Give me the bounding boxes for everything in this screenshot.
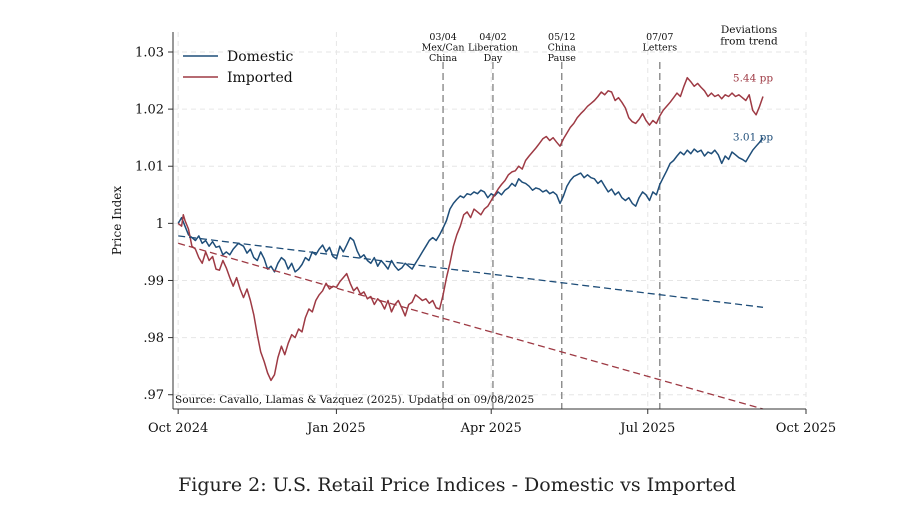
y-tick-label: 1.01: [135, 160, 164, 175]
event-label: Letters: [642, 43, 677, 54]
y-tick-label: 1.02: [135, 103, 164, 118]
trend-line-imported-trend: [178, 242, 764, 410]
x-tick-label: Oct 2025: [776, 421, 836, 436]
deviations-header: from trend: [720, 36, 778, 48]
event-label: Pause: [548, 53, 577, 64]
y-tick-label: .99: [143, 274, 164, 289]
figure-caption: Figure 2: U.S. Retail Price Indices - Do…: [178, 474, 736, 496]
trend-line-domestic-trend: [178, 235, 764, 308]
legend-label: Domestic: [227, 49, 294, 65]
axes: .97 .98 .99 1 1.01 1.02 1.03 Oct 2024 Jan 2025 Ap…: [110, 32, 836, 436]
x-tick-label: Oct 2024: [148, 421, 208, 436]
event-label: 07/07: [646, 32, 673, 43]
event-label: Day: [484, 53, 503, 64]
deviation-label: 3.01 pp: [733, 132, 773, 144]
event-label: China: [548, 43, 577, 54]
data-series: [177, 76, 764, 410]
gridlines: [173, 32, 807, 409]
y-tick-label: 1: [156, 217, 164, 232]
event-label: 03/04: [429, 32, 456, 43]
deviations-header: Deviations: [721, 24, 777, 36]
legend: Domestic Imported: [183, 49, 294, 86]
event-label: Liberation: [468, 43, 518, 54]
event-label: China: [429, 53, 458, 64]
legend-label: Imported: [227, 70, 293, 86]
event-label: Mex/Can: [422, 43, 465, 54]
x-tick-label: Apr 2025: [460, 421, 522, 436]
price-index-chart: 03/04Mex/CanChina04/02LiberationDay05/12…: [110, 24, 836, 436]
y-tick-label: 1.03: [135, 45, 164, 60]
event-markers: 03/04Mex/CanChina04/02LiberationDay05/12…: [422, 32, 677, 409]
x-tick-label: Jan 2025: [305, 421, 366, 436]
series-line-domestic: [177, 137, 764, 273]
event-label: 04/02: [479, 32, 506, 43]
y-tick-label: .98: [143, 331, 164, 346]
event-label: 05/12: [548, 32, 575, 43]
deviation-label: 5.44 pp: [733, 73, 773, 85]
source-note: Source: Cavallo, Llamas & Vazquez (2025)…: [175, 394, 534, 406]
x-tick-label: Jul 2025: [618, 421, 675, 436]
y-axis-label: Price Index: [110, 186, 124, 256]
y-tick-label: .97: [143, 388, 164, 403]
series-line-imported: [177, 76, 764, 382]
